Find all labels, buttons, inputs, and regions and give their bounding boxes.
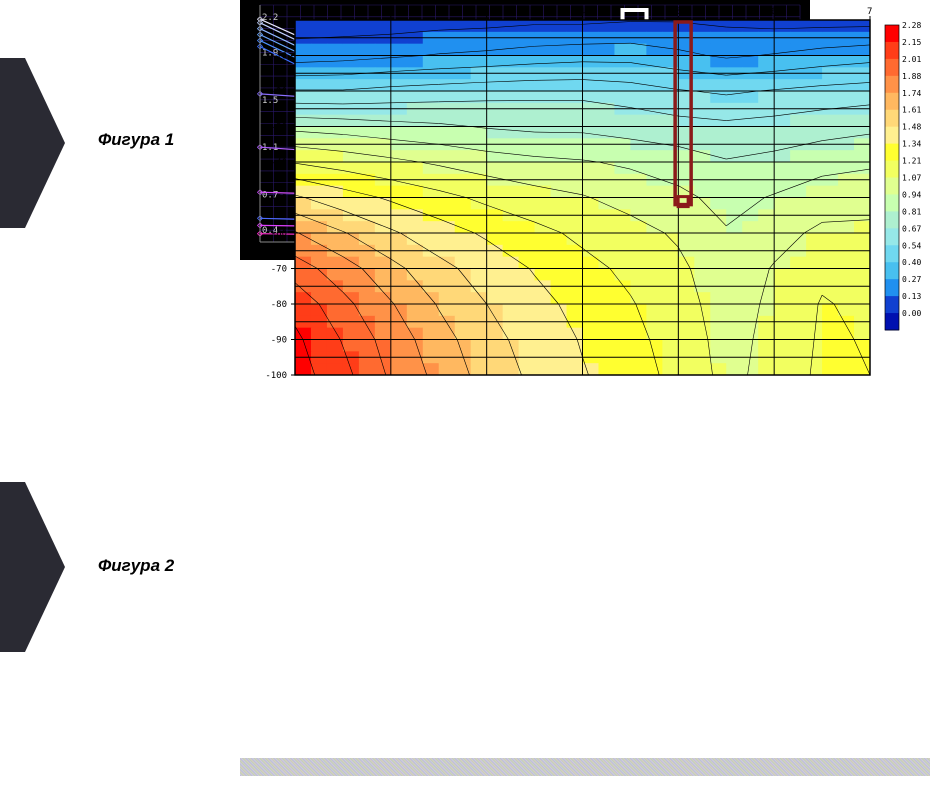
figure1-label: Фигура 1 — [98, 130, 174, 150]
svg-text:6: 6 — [771, 7, 776, 17]
svg-text:-30: -30 — [271, 123, 287, 133]
svg-text:2: 2 — [388, 7, 393, 17]
svg-text:-50: -50 — [271, 194, 287, 204]
svg-text:-100: -100 — [265, 371, 287, 381]
svg-text:2.15: 2.15 — [902, 38, 921, 47]
svg-text:-20: -20 — [271, 87, 287, 97]
svg-text:-40: -40 — [271, 158, 287, 168]
noise-strip — [240, 758, 930, 776]
svg-text:0.40: 0.40 — [902, 258, 921, 267]
svg-text:-80: -80 — [271, 300, 287, 310]
svg-text:2.01: 2.01 — [902, 55, 921, 64]
svg-text:1.48: 1.48 — [902, 123, 921, 132]
svg-text:1.61: 1.61 — [902, 106, 921, 115]
svg-text:4: 4 — [580, 7, 585, 17]
svg-text:-60: -60 — [271, 229, 287, 239]
figure2-chart: 2 3 4 5 6 7 -10 -20 -30 -40 -50 -60 -70 -80 -90 -100 2.2… — [240, 0, 935, 385]
figure2-label: Фигура 2 — [98, 556, 174, 576]
chevron-shape-2 — [0, 482, 65, 652]
svg-text:-10: -10 — [271, 52, 287, 62]
chevron-shape-1 — [0, 58, 65, 228]
svg-text:2.28: 2.28 — [902, 21, 921, 30]
svg-text:0.00: 0.00 — [902, 309, 921, 318]
svg-text:1.88: 1.88 — [902, 72, 921, 81]
svg-text:-90: -90 — [271, 336, 287, 346]
svg-text:0.81: 0.81 — [902, 207, 921, 216]
svg-text:7: 7 — [867, 7, 872, 17]
svg-text:0.94: 0.94 — [902, 190, 921, 199]
svg-text:0.27: 0.27 — [902, 275, 921, 284]
svg-text:0.54: 0.54 — [902, 241, 921, 250]
svg-text:5: 5 — [675, 7, 680, 17]
svg-text:1.74: 1.74 — [902, 89, 921, 98]
svg-text:1.34: 1.34 — [902, 140, 921, 149]
svg-text:3: 3 — [484, 7, 489, 17]
svg-text:1.21: 1.21 — [902, 157, 921, 166]
svg-text:1.07: 1.07 — [902, 174, 921, 183]
svg-text:0.67: 0.67 — [902, 224, 921, 233]
svg-text:0.13: 0.13 — [902, 292, 921, 301]
svg-text:-70: -70 — [271, 265, 287, 275]
